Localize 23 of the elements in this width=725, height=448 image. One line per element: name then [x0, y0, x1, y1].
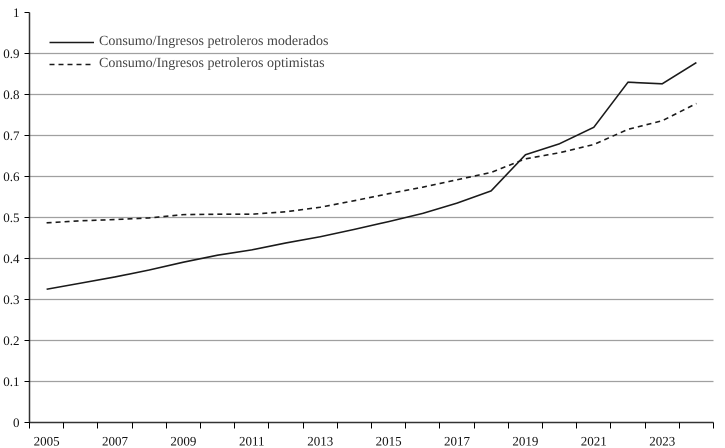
legend-label: Consumo/Ingresos petroleros optimistas [99, 56, 325, 72]
x-tick-label: 2013 [307, 434, 334, 448]
y-tick-label: 0.1 [3, 374, 20, 389]
legend-label: Consumo/Ingresos petroleros moderados [99, 34, 328, 50]
x-tick-label: 2007 [102, 434, 128, 448]
y-tick-label: 0 [13, 415, 20, 430]
x-tick-label: 2015 [376, 434, 402, 448]
y-tick-label: 0.3 [3, 292, 20, 307]
y-tick-label: 0.9 [3, 46, 20, 61]
x-tick-label: 2009 [170, 434, 196, 448]
y-tick-label: 1 [13, 5, 20, 20]
y-tick-label: 0.2 [3, 333, 20, 348]
x-tick-label: 2011 [239, 434, 265, 448]
x-tick-label: 2017 [444, 434, 470, 448]
x-tick-label: 2023 [649, 434, 676, 448]
x-tick-label: 2021 [580, 434, 607, 448]
x-tick-label: 2019 [512, 434, 538, 448]
y-tick-label: 0.7 [3, 128, 20, 143]
y-tick-label: 0.5 [3, 210, 20, 225]
y-tick-label: 0.6 [3, 169, 20, 184]
y-tick-label: 0.4 [3, 251, 20, 266]
y-tick-label: 0.8 [3, 87, 20, 102]
x-tick-label: 2005 [34, 434, 60, 448]
